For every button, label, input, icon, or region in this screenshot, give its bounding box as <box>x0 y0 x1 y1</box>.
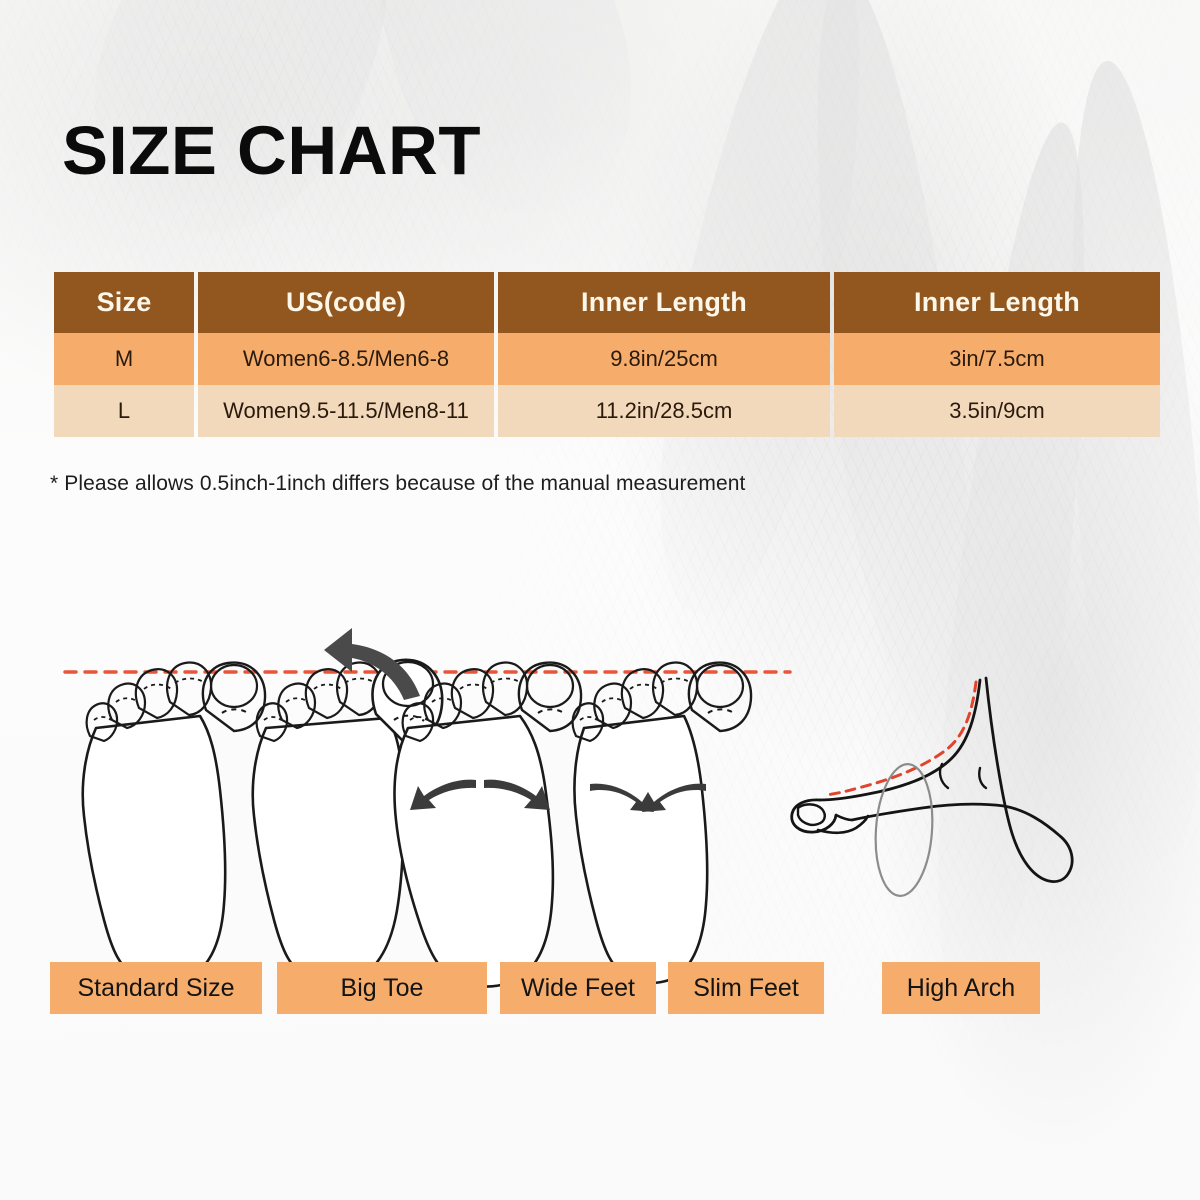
foot-profile-arch-icon <box>790 676 1074 897</box>
foot-sole-icon-slim <box>571 661 753 985</box>
label-slim-feet: Slim Feet <box>668 962 824 1014</box>
foot-type-label-row: Standard Size Big Toe Wide Feet Slim Fee… <box>0 962 1200 1018</box>
cell-inner-length-2: 3.5in/9cm <box>834 385 1160 437</box>
cell-inner-length-2: 3in/7.5cm <box>834 333 1160 385</box>
cell-inner-length-1: 9.8in/25cm <box>498 333 830 385</box>
table-row: M Women6-8.5/Men6-8 9.8in/25cm 3in/7.5cm <box>54 333 1160 385</box>
column-header-inner-length-1: Inner Length <box>498 272 830 333</box>
arch-dashed-line <box>824 680 978 797</box>
cell-inner-length-1: 11.2in/28.5cm <box>498 385 830 437</box>
label-big-toe: Big Toe <box>277 962 487 1014</box>
cell-us-code: Women6-8.5/Men6-8 <box>198 333 494 385</box>
cell-size: L <box>54 385 194 437</box>
cell-size: M <box>54 333 194 385</box>
page-title: SIZE CHART <box>62 112 481 189</box>
label-standard-size: Standard Size <box>50 962 262 1014</box>
label-wide-feet: Wide Feet <box>500 962 656 1014</box>
foot-type-illustrations <box>0 600 1200 990</box>
measurement-note: * Please allows 0.5inch-1inch differs be… <box>50 472 746 495</box>
foot-sole-icon-standard <box>81 661 267 985</box>
cell-us-code: Women9.5-11.5/Men8-11 <box>198 385 494 437</box>
table-header-row: Size US(code) Inner Length Inner Length <box>54 272 1160 333</box>
table-row: L Women9.5-11.5/Men8-11 11.2in/28.5cm 3.… <box>54 385 1160 437</box>
column-header-size: Size <box>54 272 194 333</box>
size-table: Size US(code) Inner Length Inner Length … <box>50 272 1164 437</box>
column-header-inner-length-2: Inner Length <box>834 272 1160 333</box>
column-header-us-code: US(code) <box>198 272 494 333</box>
label-high-arch: High Arch <box>882 962 1040 1014</box>
